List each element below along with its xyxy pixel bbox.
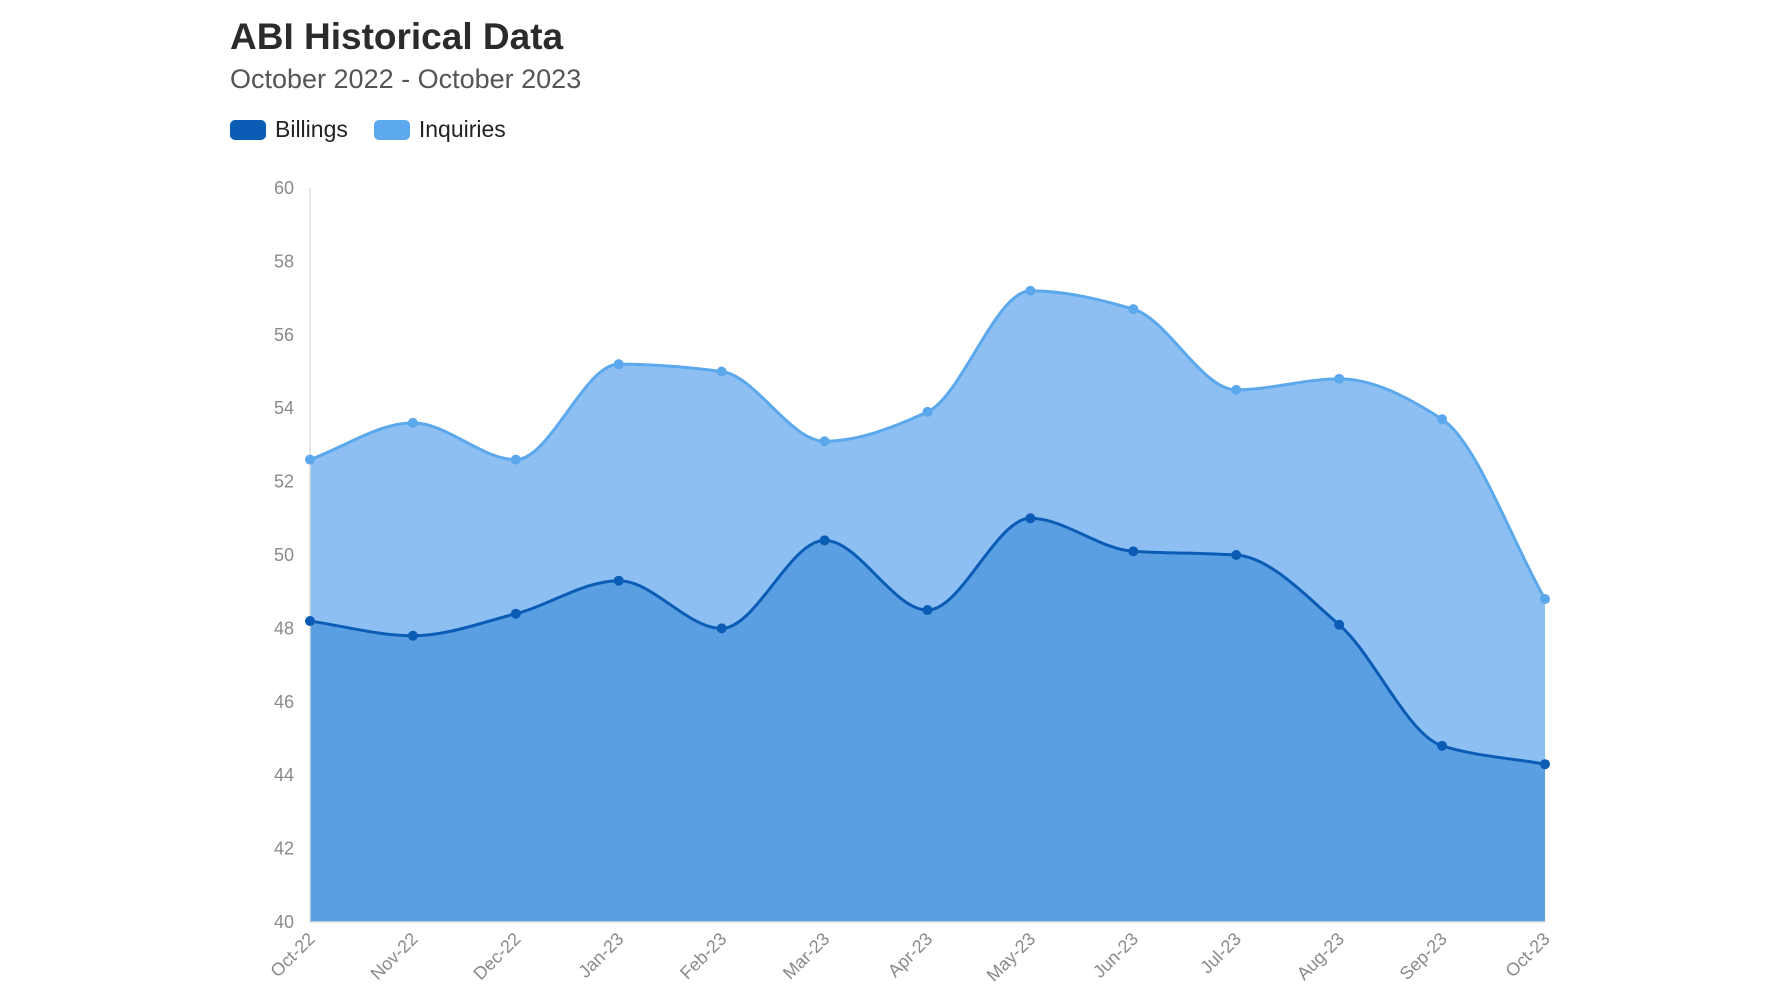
- x-tick-label-mar-23: Mar-23: [779, 929, 833, 983]
- y-tick-label-42: 42: [274, 839, 294, 859]
- billings-point-dec-22: [510, 608, 521, 619]
- y-tick-label-44: 44: [274, 765, 294, 785]
- legend-label-billings: Billings: [275, 116, 348, 142]
- x-tick-label-aug-23: Aug-23: [1293, 929, 1348, 984]
- x-tick-label-nov-22: Nov-22: [367, 929, 422, 984]
- inquiries-point-jul-23: [1231, 384, 1242, 395]
- x-tick-label-sep-23: Sep-23: [1396, 929, 1451, 984]
- billings-point-oct-23: [1540, 759, 1550, 770]
- billings-point-feb-23: [716, 623, 727, 634]
- inquiries-point-jun-23: [1128, 304, 1139, 315]
- y-tick-label-56: 56: [274, 325, 294, 345]
- y-tick-label-50: 50: [274, 545, 294, 565]
- y-tick-label-40: 40: [274, 912, 294, 932]
- inquiries-point-may-23: [1025, 285, 1036, 296]
- legend-item-billings[interactable]: Billings: [230, 116, 348, 143]
- inquiries-point-dec-22: [510, 454, 521, 465]
- legend-label-inquiries: Inquiries: [418, 116, 506, 142]
- inquiries-point-nov-22: [407, 417, 418, 428]
- billings-point-jan-23: [613, 575, 624, 586]
- y-tick-label-48: 48: [274, 618, 294, 638]
- x-tick-label-feb-23: Feb-23: [676, 929, 730, 983]
- chart-title: ABI Historical Data: [230, 16, 564, 57]
- legend-swatch-billings: [230, 119, 266, 140]
- x-tick-label-jan-23: Jan-23: [575, 929, 628, 982]
- billings-point-sep-23: [1437, 740, 1448, 751]
- x-tick-label-oct-23: Oct-23: [1501, 929, 1553, 981]
- billings-point-oct-22: [305, 616, 315, 627]
- x-tick-label-apr-23: Apr-23: [884, 929, 936, 981]
- inquiries-point-mar-23: [819, 436, 830, 447]
- x-tick-label-jul-23: Jul-23: [1196, 929, 1245, 978]
- inquiries-point-oct-22: [305, 454, 315, 465]
- billings-point-apr-23: [922, 605, 933, 616]
- legend-item-inquiries[interactable]: Inquiries: [373, 116, 506, 143]
- billings-point-jul-23: [1231, 550, 1242, 560]
- chart-legend: Billings Inquiries: [230, 116, 506, 143]
- y-tick-label-46: 46: [274, 692, 294, 712]
- inquiries-point-oct-23: [1540, 594, 1550, 605]
- inquiries-point-jan-23: [613, 359, 624, 370]
- inquiries-point-feb-23: [716, 366, 727, 377]
- y-tick-label-54: 54: [274, 398, 294, 418]
- x-tick-label-dec-22: Dec-22: [469, 929, 524, 984]
- inquiries-line: [309, 289, 1547, 600]
- billings-point-jun-23: [1128, 546, 1139, 557]
- chart-subtitle: October 2022 - October 2023: [230, 64, 582, 94]
- billings-point-mar-23: [819, 535, 830, 546]
- inquiries-point-apr-23: [922, 406, 933, 417]
- x-tick-label-oct-22: Oct-22: [266, 929, 318, 981]
- inquiries-point-aug-23: [1334, 373, 1345, 384]
- legend-swatch-inquiries: [373, 119, 410, 140]
- y-tick-label-60: 60: [274, 178, 294, 198]
- inquiries-point-sep-23: [1437, 414, 1448, 425]
- billings-point-nov-22: [407, 630, 418, 641]
- billings-point-may-23: [1025, 513, 1036, 524]
- billings-area: [310, 518, 1545, 922]
- y-tick-label-58: 58: [274, 251, 294, 271]
- y-tick-label-52: 52: [274, 472, 294, 492]
- x-tick-label-may-23: May-23: [983, 929, 1040, 986]
- billings-point-aug-23: [1334, 619, 1345, 630]
- x-tick-label-jun-23: Jun-23: [1089, 929, 1142, 982]
